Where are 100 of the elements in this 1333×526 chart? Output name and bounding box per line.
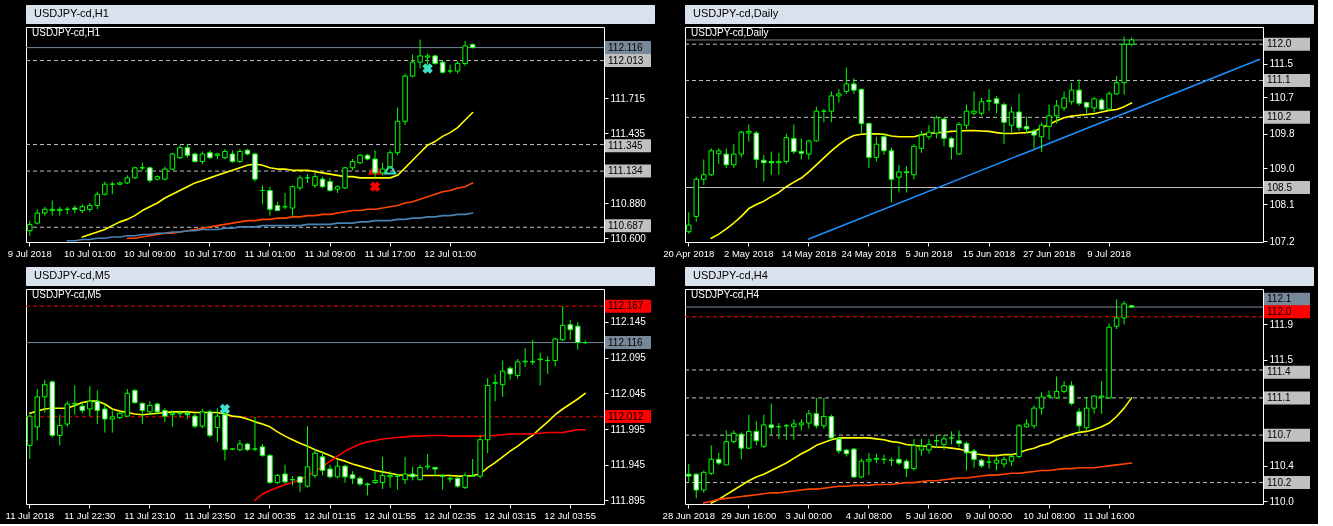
- candlestick: [873, 136, 880, 163]
- x-tick-label: 11 Jul 09:00: [304, 247, 356, 259]
- line-series: [81, 111, 474, 238]
- x-tick-label: 24 May 2018: [841, 247, 897, 259]
- y-tick-label: 112.145: [610, 316, 647, 328]
- x-tick-label: 5 Jul 16:00: [905, 509, 953, 521]
- ref-line-label: 110.687: [608, 219, 644, 231]
- candlestick: [1001, 456, 1007, 469]
- x-tick-label: 11 Jul 16:00: [1083, 509, 1135, 521]
- ref-line-label: 112.013: [608, 54, 644, 66]
- x-tick-label: 9 Jul 2018: [1087, 247, 1132, 259]
- x-tick-label: 11 Jul 01:00: [244, 247, 296, 259]
- y-tick-label: 111.895: [610, 494, 646, 506]
- y-tick-label: 111.715: [610, 92, 646, 104]
- candlestick: [1061, 90, 1067, 112]
- x-tick-label: 10 Jul 09:00: [123, 247, 176, 259]
- candlestick: [881, 132, 887, 156]
- y-tick-label: 112.045: [610, 387, 647, 399]
- candlestick: [926, 438, 932, 455]
- candlestick: [1053, 375, 1060, 400]
- y-tick-label: 110.4: [1269, 460, 1295, 472]
- chart-title: USDJPY-cd,H4: [693, 269, 768, 281]
- ref-line-label: 112.167: [608, 300, 644, 312]
- candlestick: [537, 352, 543, 386]
- candlestick: [1068, 380, 1075, 406]
- ref-line-label: 111.134: [608, 165, 644, 177]
- x-tick-label: 12 Jul 01:00: [424, 247, 476, 259]
- candlestick: [282, 464, 288, 485]
- chart-title: USDJPY-cd,Daily: [693, 7, 779, 19]
- x-tick-label: 12 Jul 00:35: [244, 509, 296, 521]
- y-tick-label: 111.995: [610, 423, 646, 435]
- candlestick: [986, 88, 992, 112]
- ref-line-label: 112.012: [608, 410, 644, 422]
- x-tick-label: 11 Jul 23:50: [184, 509, 236, 521]
- candlestick: [866, 452, 872, 476]
- chart-subtitle: USDJPY-cd,H4: [691, 289, 760, 300]
- candlestick: [933, 115, 940, 139]
- y-tick-label: 111.5: [1269, 354, 1294, 366]
- y-tick-label: 111.435: [610, 127, 646, 139]
- candlestick: [843, 66, 850, 95]
- line-series: [710, 102, 1133, 240]
- x-tick-label: 11 Jul 17:00: [364, 247, 416, 259]
- candlestick: [72, 384, 78, 416]
- ref-line-label: 112.116: [608, 41, 644, 53]
- candlestick: [379, 456, 386, 490]
- candlestick: [447, 475, 453, 484]
- x-tick-label: 20 Apr 2018: [663, 247, 715, 259]
- candlestick: [529, 339, 536, 366]
- candlestick: [402, 456, 408, 485]
- candlestick: [552, 337, 558, 367]
- candlestick: [319, 450, 326, 476]
- candlestick: [1031, 404, 1037, 430]
- x-tick-label: 11 Jul 23:10: [124, 509, 176, 521]
- x-tick-label: 15 Jun 2018: [962, 247, 1016, 259]
- x-tick-label: 11 Jul 2018: [5, 509, 54, 521]
- candlestick: [941, 434, 947, 451]
- candlestick: [1038, 391, 1045, 416]
- ref-line-label: 111.345: [608, 139, 644, 151]
- candlestick: [1001, 102, 1007, 145]
- candlestick: [828, 90, 835, 123]
- candlestick: [57, 414, 63, 446]
- candlestick: [911, 438, 917, 471]
- candlestick: [214, 407, 221, 443]
- x-tick-label: 10 Jul 17:00: [184, 247, 236, 259]
- y-tick-label: 109.8: [1269, 128, 1295, 140]
- point: [369, 181, 381, 192]
- chart-title: USDJPY-cd,H1: [34, 7, 109, 19]
- x-tick-label: 9 Jul 00:00: [965, 509, 1013, 521]
- candlestick: [1016, 93, 1022, 132]
- y-tick-label: 111.5: [1269, 58, 1294, 70]
- y-tick-label: 111.945: [610, 459, 646, 471]
- y-tick-label: 107.2: [1269, 235, 1295, 247]
- ref-line-label: 112.1: [1267, 293, 1292, 305]
- x-tick-label: 12 Jul 03:55: [544, 509, 597, 521]
- candlestick: [64, 400, 71, 428]
- candlestick: [297, 475, 303, 493]
- candlestick: [963, 104, 970, 130]
- ref-line-label: 108.5: [1267, 181, 1293, 193]
- candlestick: [1091, 394, 1097, 415]
- x-tick-label: 9 Jul 2018: [7, 247, 52, 259]
- candlestick: [372, 470, 378, 485]
- x-tick-label: 2 May 2018: [723, 247, 774, 259]
- chart-title: USDJPY-cd,M5: [34, 269, 111, 281]
- chart-subtitle: USDJPY-cd,Daily: [691, 27, 769, 38]
- line-series: [66, 212, 474, 242]
- line-series: [702, 462, 1133, 504]
- line-series: [254, 428, 587, 502]
- y-tick-label: 110.600: [610, 232, 647, 244]
- candlestick: [207, 409, 213, 439]
- candlestick: [304, 425, 311, 489]
- y-tick-label: 112.095: [610, 352, 647, 364]
- y-tick-label: 110.7: [1269, 91, 1295, 103]
- candlestick: [971, 448, 977, 469]
- ref-line-label: 112.0: [1267, 38, 1292, 50]
- x-tick-label: 14 May 2018: [781, 247, 837, 259]
- point: [422, 63, 433, 74]
- x-tick-label: 12 Jul 01:55: [364, 509, 416, 521]
- candlestick: [971, 90, 977, 117]
- candlestick: [417, 39, 423, 69]
- candlestick: [372, 149, 378, 179]
